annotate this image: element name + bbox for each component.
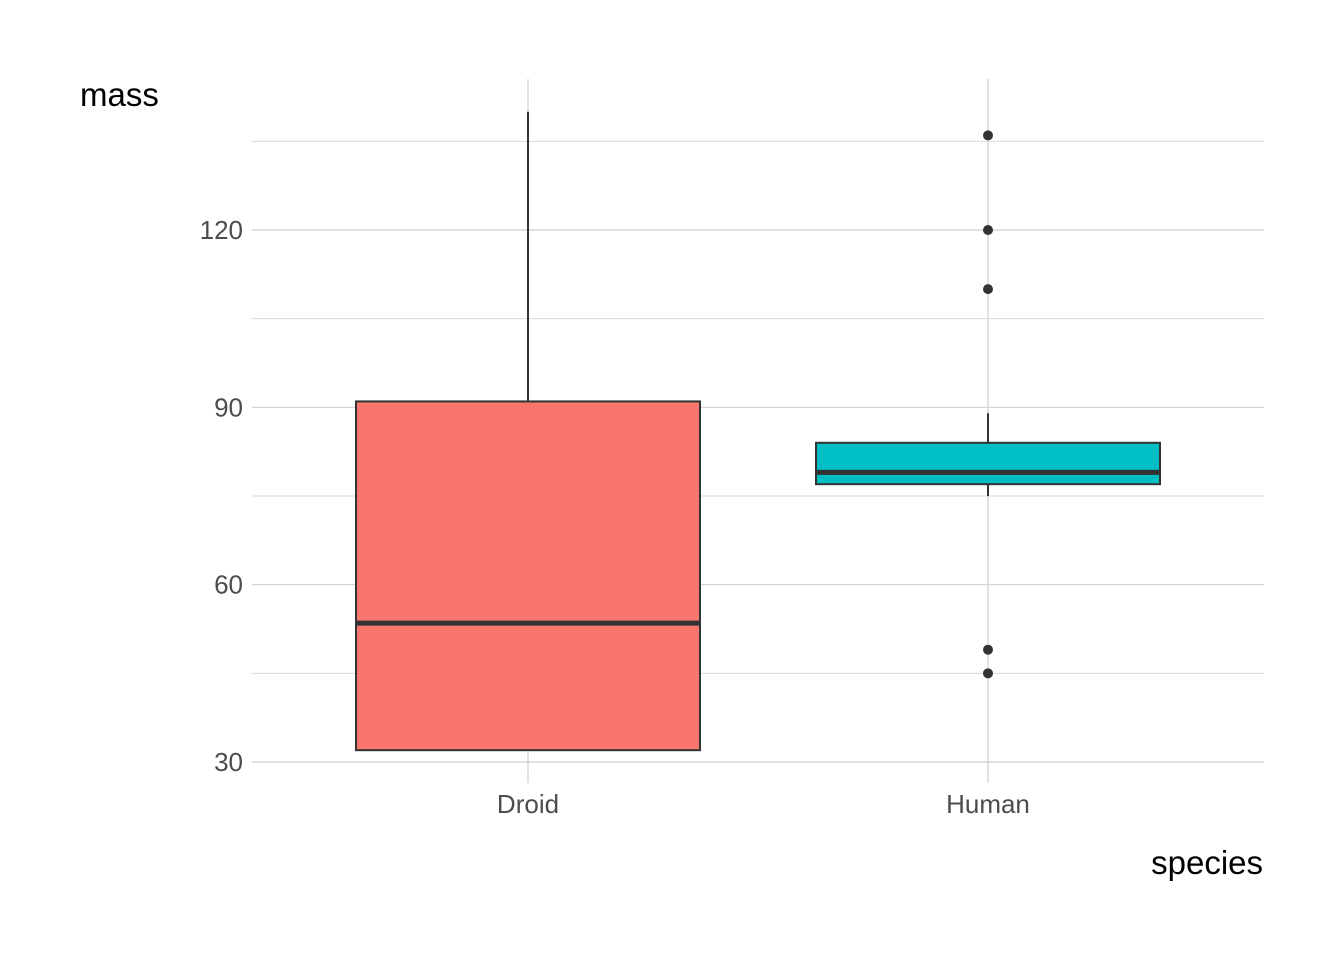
- y-axis-title: mass: [80, 76, 159, 113]
- y-tick-label: 60: [214, 570, 243, 600]
- x-axis-title: species: [1151, 844, 1263, 881]
- boxes: [355, 111, 1161, 752]
- outlier-point: [983, 130, 993, 141]
- y-tick-labels: 30 60 90 120: [200, 215, 243, 777]
- outlier-point: [983, 668, 993, 679]
- y-tick-label: 120: [200, 215, 243, 245]
- box-iqr: [355, 400, 701, 752]
- box-iqr: [815, 441, 1161, 486]
- outlier-point: [983, 644, 993, 655]
- x-tick-label: Human: [946, 789, 1030, 819]
- outlier-point: [983, 225, 993, 235]
- y-tick-label: 90: [214, 392, 243, 422]
- box-human: [815, 130, 1161, 679]
- y-tick-label: 30: [214, 747, 243, 777]
- x-tick-labels: Droid Human: [497, 789, 1030, 819]
- outlier-point: [983, 284, 993, 295]
- box-droid: [355, 111, 701, 752]
- x-tick-label: Droid: [497, 789, 559, 819]
